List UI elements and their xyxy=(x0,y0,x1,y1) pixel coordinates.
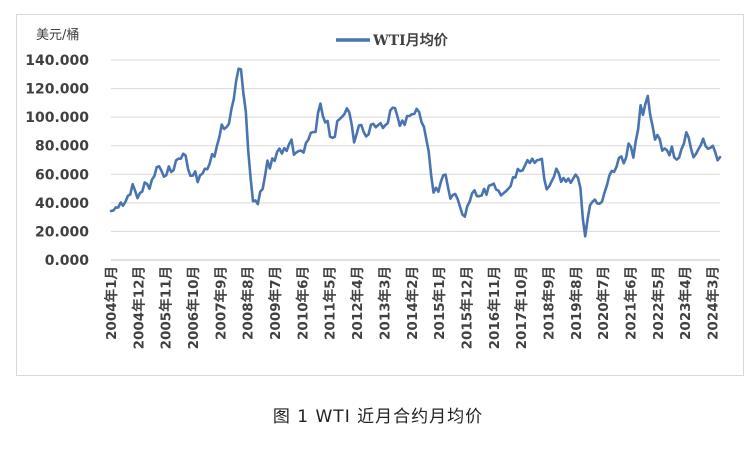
y-tick-label: 100.000 xyxy=(25,110,89,126)
x-tick-label: 2007年9月 xyxy=(212,266,229,340)
x-axis-tick-labels: 2004年1月 2004年12月 2005年11月 2006年10月 2007年9月 20… xyxy=(103,266,722,349)
y-tick-label: 40.000 xyxy=(35,196,89,212)
y-tick-label: 80.000 xyxy=(35,139,89,155)
x-tick-label: 2012年4月 xyxy=(349,266,366,340)
x-tick-label: 2024年3月 xyxy=(705,266,722,340)
y-axis-tick-labels: 0.000 20.000 40.000 60.000 80.000 100.000 120.… xyxy=(25,53,89,269)
x-tick-label: 2020年7月 xyxy=(595,266,612,340)
x-tick-label: 2006年10月 xyxy=(185,266,202,349)
x-tick-label: 2004年12月 xyxy=(130,266,147,349)
x-tick-label: 2013年3月 xyxy=(376,266,393,340)
x-tick-label: 2015年1月 xyxy=(431,266,448,340)
x-tick-label: 2010年6月 xyxy=(294,266,311,340)
x-tick-label: 2014年2月 xyxy=(404,266,421,340)
x-tick-label: 2005年11月 xyxy=(158,266,175,349)
gridlines xyxy=(111,59,720,261)
x-tick-label: 2021年6月 xyxy=(623,266,640,340)
x-tick-label: 2019年8月 xyxy=(568,266,585,340)
x-tick-label: 2015年12月 xyxy=(458,266,475,349)
y-tick-label: 140.000 xyxy=(25,53,89,69)
x-tick-label: 2009年7月 xyxy=(267,266,284,340)
y-tick-label: 60.000 xyxy=(35,167,89,183)
figure-caption: 图 1 WTI 近月合约月均价 xyxy=(272,407,484,427)
legend: WTI月均价 xyxy=(336,32,449,49)
series-lines xyxy=(109,67,722,238)
y-axis-unit-label: 美元/桶 xyxy=(36,28,79,43)
x-tick-label: 2016年11月 xyxy=(486,266,503,349)
x-tick-label: 2022年5月 xyxy=(650,266,667,340)
x-tick-label: 2008年8月 xyxy=(240,266,257,340)
y-tick-label: 20.000 xyxy=(35,224,89,240)
y-tick-label: 120.000 xyxy=(25,82,89,98)
legend-label: WTI月均价 xyxy=(372,32,449,49)
series-line xyxy=(109,67,722,238)
x-tick-label: 2004年1月 xyxy=(103,266,120,340)
y-tick-label: 0.000 xyxy=(45,253,90,269)
x-tick-label: 2023年4月 xyxy=(677,266,694,340)
x-tick-label: 2017年10月 xyxy=(513,266,530,349)
x-tick-label: 2011年5月 xyxy=(322,266,339,340)
x-tick-label: 2018年9月 xyxy=(540,266,557,340)
